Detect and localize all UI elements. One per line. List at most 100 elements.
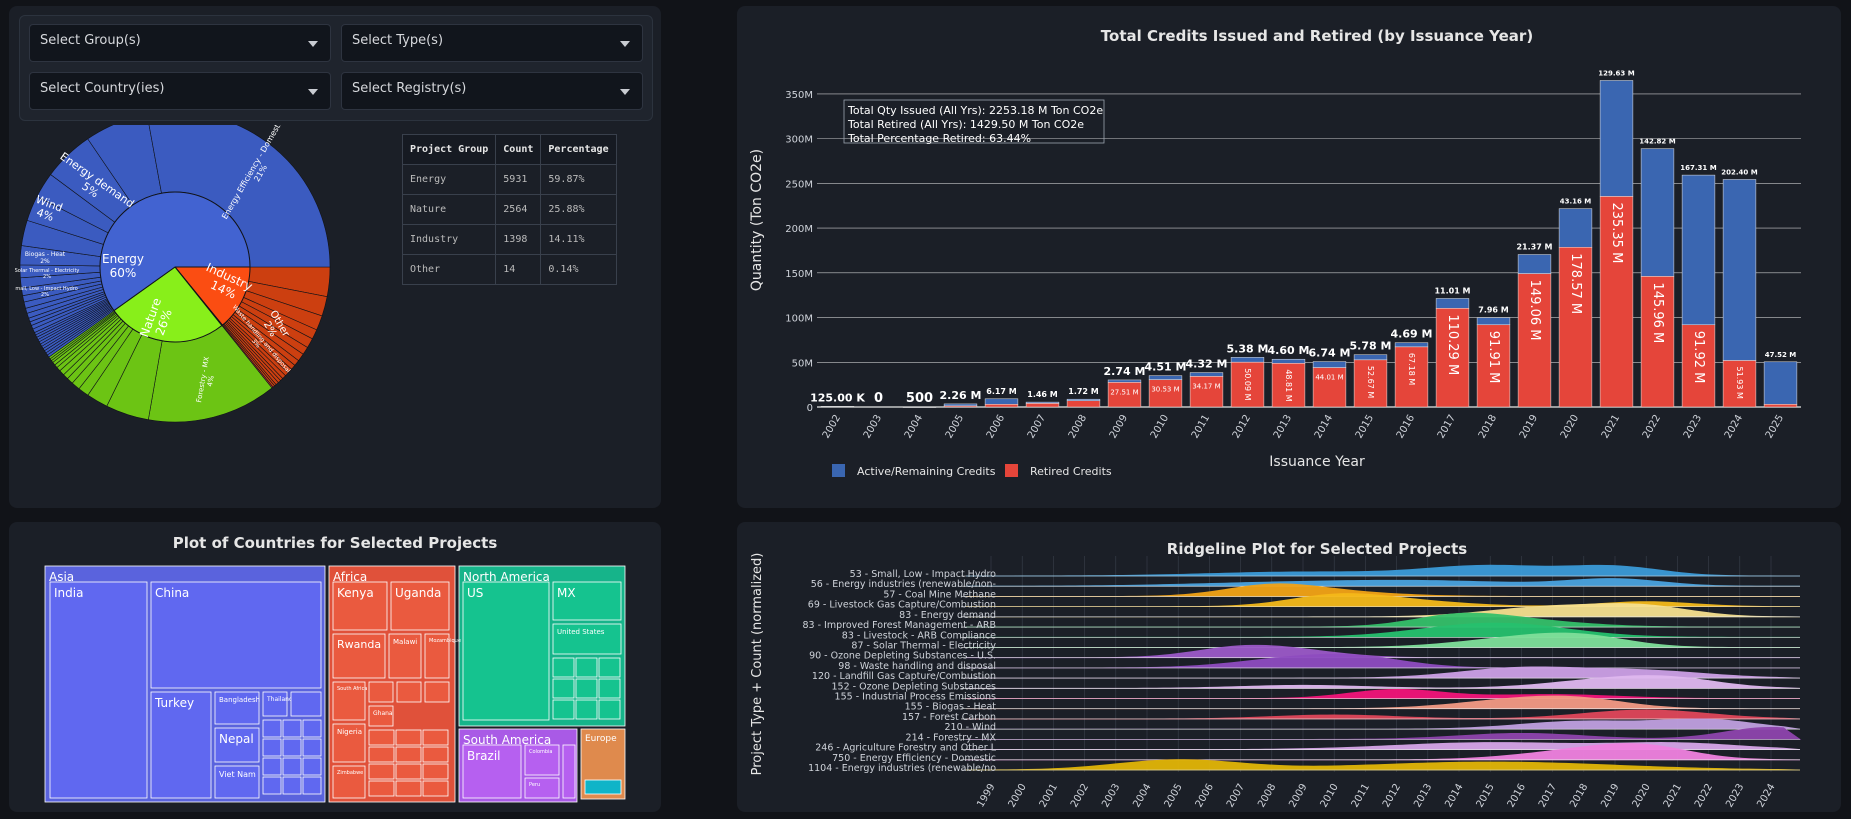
bar-active[interactable] — [1517, 254, 1552, 274]
bar-retired[interactable] — [1230, 361, 1265, 408]
registry-select[interactable]: Select Registry(s) — [341, 72, 643, 110]
treemap-country[interactable] — [302, 757, 322, 776]
treemap-country[interactable] — [552, 678, 575, 699]
bar-retired[interactable] — [1312, 367, 1347, 408]
bar-retired[interactable] — [1353, 359, 1388, 408]
treemap-country[interactable] — [290, 691, 322, 717]
project-group-sunburst[interactable]: Energy 60%Nature26%Industry14%Energy Effi… — [15, 125, 400, 500]
treemap-country[interactable] — [262, 691, 288, 717]
treemap-country[interactable] — [552, 699, 575, 720]
treemap-country[interactable] — [395, 729, 422, 746]
bar-retired[interactable] — [1148, 379, 1183, 408]
treemap-country[interactable] — [424, 633, 450, 679]
treemap-country[interactable] — [332, 681, 366, 721]
treemap-country[interactable] — [424, 681, 450, 703]
credits-bar-chart[interactable]: Total Credits Issued and Retired (by Iss… — [737, 6, 1841, 508]
treemap-country[interactable] — [524, 744, 560, 776]
treemap-country[interactable] — [395, 746, 422, 763]
treemap-country[interactable] — [584, 779, 622, 795]
bar-active[interactable] — [1599, 80, 1634, 197]
treemap-country[interactable] — [49, 581, 148, 799]
bar-active[interactable] — [1230, 357, 1265, 363]
treemap-country[interactable] — [422, 746, 449, 763]
bar-retired[interactable] — [1558, 247, 1593, 408]
treemap-country[interactable] — [282, 757, 302, 776]
treemap-country[interactable] — [598, 699, 621, 720]
ridge-area[interactable] — [966, 718, 1801, 730]
sunburst-inner-segment[interactable] — [99, 191, 251, 312]
bar-active[interactable] — [902, 406, 937, 408]
treemap-country[interactable] — [562, 744, 576, 799]
treemap-country[interactable] — [214, 765, 260, 799]
bar-active[interactable] — [1189, 372, 1224, 377]
treemap-country[interactable] — [302, 719, 322, 738]
legend-label-active[interactable]: Active/Remaining Credits — [857, 465, 996, 478]
treemap-country[interactable] — [214, 691, 260, 725]
bar-active[interactable] — [984, 398, 1019, 405]
ridge-area[interactable] — [966, 593, 1801, 608]
bar-retired[interactable] — [1763, 404, 1798, 408]
treemap-country[interactable] — [150, 691, 212, 799]
bar-active[interactable] — [1312, 361, 1347, 368]
legend-swatch-retired[interactable] — [1005, 464, 1018, 477]
treemap-country[interactable] — [395, 780, 422, 797]
country-select[interactable]: Select Country(ies) — [29, 72, 331, 110]
bar-active[interactable] — [1640, 148, 1675, 277]
treemap-country[interactable] — [262, 738, 282, 757]
treemap-country[interactable] — [332, 581, 388, 631]
ridge-area[interactable] — [966, 688, 1801, 699]
treemap-country[interactable] — [214, 727, 260, 763]
legend-label-retired[interactable]: Retired Credits — [1030, 465, 1112, 478]
bar-active[interactable] — [1148, 375, 1183, 380]
treemap-country[interactable] — [462, 744, 522, 799]
treemap-country[interactable] — [282, 719, 302, 738]
bar-active[interactable] — [1353, 354, 1388, 361]
treemap-country[interactable] — [262, 757, 282, 776]
bar-retired[interactable] — [1271, 363, 1306, 408]
bar-active[interactable] — [1558, 208, 1593, 248]
treemap-country[interactable] — [368, 729, 395, 746]
bar-retired[interactable] — [1599, 196, 1634, 408]
bar-retired[interactable] — [1722, 360, 1757, 408]
treemap-country[interactable] — [368, 746, 395, 763]
treemap-country[interactable] — [575, 678, 598, 699]
treemap-country[interactable] — [332, 633, 386, 679]
bar-active[interactable] — [1681, 174, 1716, 326]
ridge-area[interactable] — [966, 578, 1801, 587]
treemap-country[interactable] — [598, 657, 621, 678]
bar-active[interactable] — [1763, 361, 1798, 405]
bar-retired[interactable] — [1640, 276, 1675, 408]
treemap-country[interactable] — [150, 581, 322, 689]
bar-active[interactable] — [1476, 317, 1511, 326]
group-select[interactable]: Select Group(s) — [29, 24, 331, 62]
bar-active[interactable] — [1394, 342, 1429, 348]
bar-retired[interactable] — [1435, 308, 1470, 408]
ridge-area[interactable] — [966, 759, 1801, 771]
sunburst-inner-segment[interactable] — [173, 266, 251, 326]
treemap-country[interactable] — [422, 763, 449, 780]
bar-retired[interactable] — [984, 404, 1019, 408]
bar-active[interactable] — [1435, 298, 1470, 309]
treemap-country[interactable] — [552, 657, 575, 678]
bar-retired[interactable] — [1517, 273, 1552, 408]
treemap-country[interactable] — [422, 729, 449, 746]
treemap-country[interactable] — [262, 719, 282, 738]
treemap-country[interactable] — [388, 633, 422, 679]
treemap-country[interactable] — [282, 776, 302, 795]
treemap-country[interactable] — [332, 765, 366, 799]
bar-retired[interactable] — [1476, 324, 1511, 408]
treemap-country[interactable] — [368, 780, 395, 797]
bar-retired[interactable] — [1681, 324, 1716, 408]
treemap-country[interactable] — [396, 681, 422, 703]
treemap-country[interactable] — [575, 699, 598, 720]
treemap-country[interactable] — [390, 581, 450, 631]
ridge-area[interactable] — [966, 709, 1801, 720]
bar-retired[interactable] — [1107, 382, 1142, 408]
ridge-area[interactable] — [966, 564, 1801, 577]
bar-retired[interactable] — [1025, 403, 1060, 408]
treemap-country[interactable] — [575, 657, 598, 678]
legend-swatch-active[interactable] — [832, 464, 845, 477]
treemap-country[interactable] — [422, 780, 449, 797]
bar-retired[interactable] — [943, 405, 978, 408]
treemap-country[interactable] — [368, 763, 395, 780]
